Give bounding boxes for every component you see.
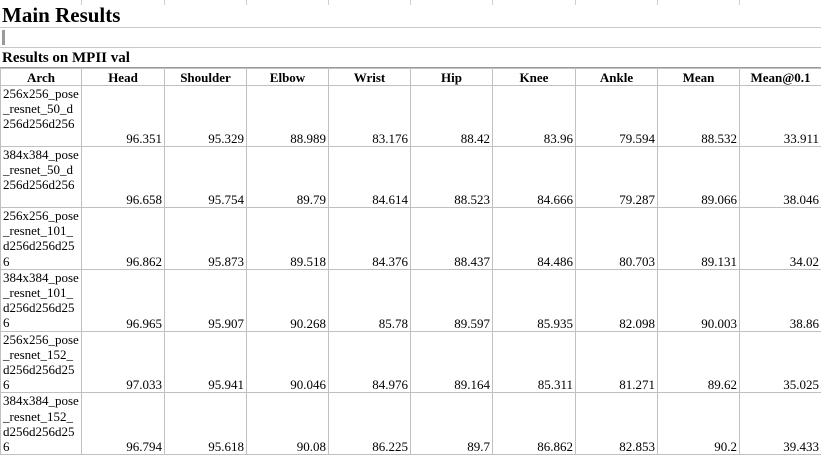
knee-cell[interactable]: 85.311 <box>493 331 576 393</box>
elbow-cell[interactable]: 90.046 <box>247 331 329 393</box>
column-gridline <box>739 0 740 5</box>
mean-cell[interactable]: 88.532 <box>658 86 740 147</box>
column-gridline <box>164 0 165 5</box>
cell-cursor[interactable] <box>2 30 5 45</box>
hip-cell[interactable]: 88.437 <box>411 208 493 270</box>
col-header-arch[interactable]: Arch <box>1 69 82 86</box>
mean-at-0-1-cell[interactable]: 38.046 <box>740 147 821 208</box>
column-gridline <box>657 0 658 5</box>
arch-cell[interactable]: 256x256_pose_resnet_101_d256d256d256 <box>1 208 82 270</box>
column-gridline <box>492 0 493 5</box>
head-cell[interactable]: 96.794 <box>82 393 165 455</box>
table-row: 256x256_pose_resnet_152_d256d256d256 97.… <box>1 331 821 393</box>
col-header-elbow[interactable]: Elbow <box>247 69 329 86</box>
head-cell[interactable]: 96.965 <box>82 269 165 331</box>
col-header-knee[interactable]: Knee <box>493 69 576 86</box>
col-header-wrist[interactable]: Wrist <box>329 69 411 86</box>
knee-cell[interactable]: 84.486 <box>493 208 576 270</box>
knee-cell[interactable]: 84.666 <box>493 147 576 208</box>
hip-cell[interactable]: 88.523 <box>411 147 493 208</box>
mean-cell[interactable]: 89.066 <box>658 147 740 208</box>
knee-cell[interactable]: 85.935 <box>493 269 576 331</box>
header-row: Arch Head Shoulder Elbow Wrist Hip Knee … <box>1 69 821 86</box>
mean-cell[interactable]: 90.003 <box>658 269 740 331</box>
table-row: 384x384_pose_resnet_50_d256d256d256 96.6… <box>1 147 821 208</box>
elbow-cell[interactable]: 90.268 <box>247 269 329 331</box>
mean-at-0-1-cell[interactable]: 35.025 <box>740 331 821 393</box>
mean-at-0-1-cell[interactable]: 39.433 <box>740 393 821 455</box>
shoulder-cell[interactable]: 95.941 <box>165 331 247 393</box>
sheet-title: Main Results <box>2 3 120 27</box>
mean-at-0-1-cell[interactable]: 34.02 <box>740 208 821 270</box>
mean-cell[interactable]: 89.131 <box>658 208 740 270</box>
shoulder-cell[interactable]: 95.907 <box>165 269 247 331</box>
head-cell[interactable]: 96.658 <box>82 147 165 208</box>
head-cell[interactable]: 97.033 <box>82 331 165 393</box>
arch-cell[interactable]: 256x256_pose_resnet_50_d256d256d256 <box>1 86 82 147</box>
mean-cell[interactable]: 90.2 <box>658 393 740 455</box>
mean-cell[interactable]: 89.62 <box>658 331 740 393</box>
elbow-cell[interactable]: 89.79 <box>247 147 329 208</box>
ankle-cell[interactable]: 80.703 <box>576 208 658 270</box>
results-table: Arch Head Shoulder Elbow Wrist Hip Knee … <box>0 68 821 455</box>
col-header-hip[interactable]: Hip <box>411 69 493 86</box>
col-header-ankle[interactable]: Ankle <box>576 69 658 86</box>
section-title: Results on MPII val <box>2 49 130 67</box>
col-header-head[interactable]: Head <box>82 69 165 86</box>
wrist-cell[interactable]: 85.78 <box>329 269 411 331</box>
arch-cell[interactable]: 256x256_pose_resnet_152_d256d256d256 <box>1 331 82 393</box>
hip-cell[interactable]: 89.7 <box>411 393 493 455</box>
column-gridline <box>246 0 247 5</box>
col-header-mean-at-0-1[interactable]: Mean@0.1 <box>740 69 821 86</box>
wrist-cell[interactable]: 86.225 <box>329 393 411 455</box>
arch-cell[interactable]: 384x384_pose_resnet_50_d256d256d256 <box>1 147 82 208</box>
knee-cell[interactable]: 83.96 <box>493 86 576 147</box>
ankle-cell[interactable]: 79.594 <box>576 86 658 147</box>
mean-at-0-1-cell[interactable]: 33.911 <box>740 86 821 147</box>
elbow-cell[interactable]: 88.989 <box>247 86 329 147</box>
elbow-cell[interactable]: 90.08 <box>247 393 329 455</box>
active-cell-row[interactable] <box>0 28 821 48</box>
head-cell[interactable]: 96.351 <box>82 86 165 147</box>
elbow-cell[interactable]: 89.518 <box>247 208 329 270</box>
knee-cell[interactable]: 86.862 <box>493 393 576 455</box>
shoulder-cell[interactable]: 95.618 <box>165 393 247 455</box>
head-cell[interactable]: 96.862 <box>82 208 165 270</box>
table-row: 256x256_pose_resnet_101_d256d256d256 96.… <box>1 208 821 270</box>
shoulder-cell[interactable]: 95.873 <box>165 208 247 270</box>
table-row: 384x384_pose_resnet_101_d256d256d256 96.… <box>1 269 821 331</box>
table-row: 256x256_pose_resnet_50_d256d256d256 96.3… <box>1 86 821 147</box>
title-row: Main Results <box>0 0 821 28</box>
wrist-cell[interactable]: 84.614 <box>329 147 411 208</box>
col-header-shoulder[interactable]: Shoulder <box>165 69 247 86</box>
hip-cell[interactable]: 89.164 <box>411 331 493 393</box>
ankle-cell[interactable]: 82.098 <box>576 269 658 331</box>
wrist-cell[interactable]: 83.176 <box>329 86 411 147</box>
subtitle-row: Results on MPII val <box>0 48 821 68</box>
ankle-cell[interactable]: 81.271 <box>576 331 658 393</box>
arch-cell[interactable]: 384x384_pose_resnet_101_d256d256d256 <box>1 269 82 331</box>
hip-cell[interactable]: 89.597 <box>411 269 493 331</box>
mean-at-0-1-cell[interactable]: 38.86 <box>740 269 821 331</box>
shoulder-cell[interactable]: 95.754 <box>165 147 247 208</box>
column-gridline <box>575 0 576 5</box>
shoulder-cell[interactable]: 95.329 <box>165 86 247 147</box>
wrist-cell[interactable]: 84.976 <box>329 331 411 393</box>
ankle-cell[interactable]: 79.287 <box>576 147 658 208</box>
column-gridline <box>328 0 329 5</box>
table-row: 384x384_pose_resnet_152_d256d256d256 96.… <box>1 393 821 455</box>
col-header-mean[interactable]: Mean <box>658 69 740 86</box>
column-gridline <box>410 0 411 5</box>
hip-cell[interactable]: 88.42 <box>411 86 493 147</box>
wrist-cell[interactable]: 84.376 <box>329 208 411 270</box>
arch-cell[interactable]: 384x384_pose_resnet_152_d256d256d256 <box>1 393 82 455</box>
ankle-cell[interactable]: 82.853 <box>576 393 658 455</box>
